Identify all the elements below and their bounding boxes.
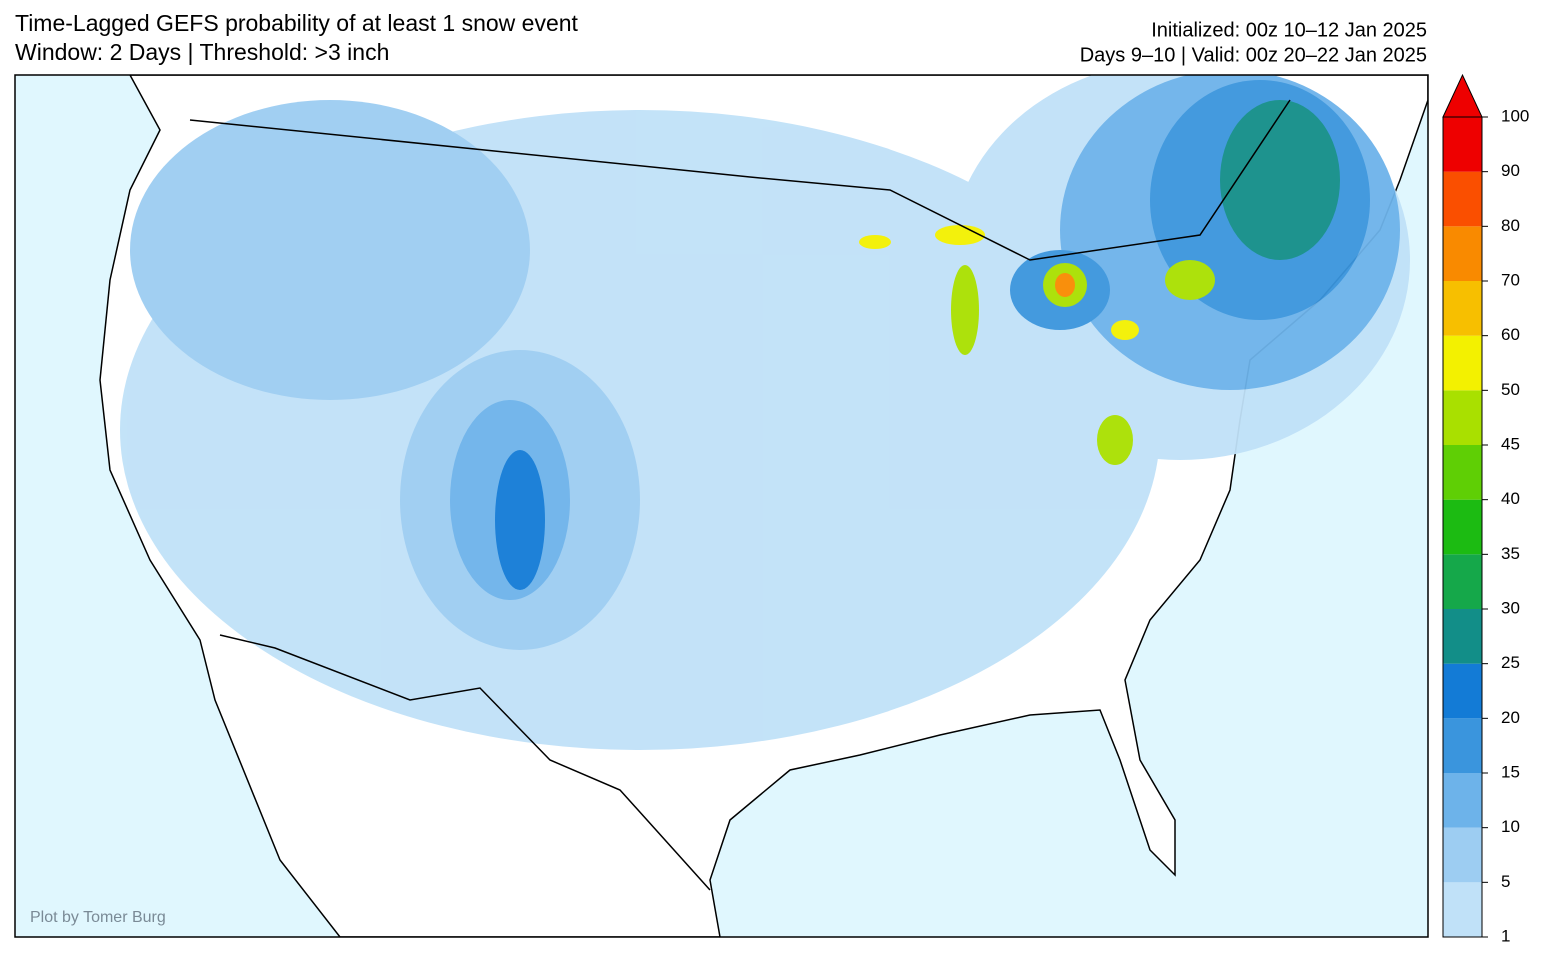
canada-border bbox=[189, 99, 1291, 261]
colorbar-segment bbox=[1443, 827, 1482, 883]
colorbar-segment bbox=[1443, 773, 1482, 828]
colorbar-extend bbox=[1442, 73, 1483, 118]
map-frame bbox=[14, 74, 1429, 938]
colorbar-tick-label: 60 bbox=[1501, 325, 1520, 344]
colorbar-segment bbox=[1443, 718, 1482, 773]
colorbar-tick-label: 15 bbox=[1501, 762, 1520, 781]
colorbar-segment bbox=[1443, 882, 1482, 937]
colorbar-segment bbox=[1443, 609, 1482, 664]
colorbar-segment bbox=[1443, 281, 1482, 336]
colorbar-tick-label: 35 bbox=[1501, 544, 1520, 563]
colorbar-outline bbox=[1442, 116, 1483, 938]
title: Time-Lagged GEFS probability of at least… bbox=[15, 10, 579, 36]
colorbar-tick-label: 5 bbox=[1501, 872, 1510, 891]
colorbar-segment bbox=[1443, 445, 1482, 500]
colorbar-tick-label: 90 bbox=[1501, 161, 1520, 180]
credit: Plot by Tomer Burg bbox=[30, 909, 166, 926]
init-time: Initialized: 00z 10–12 Jan 2025 bbox=[1151, 19, 1427, 41]
mexico-border bbox=[219, 634, 711, 891]
valid-time: Days 9–10 | Valid: 00z 20–22 Jan 2025 bbox=[1080, 44, 1427, 66]
colorbar-segment bbox=[1443, 226, 1482, 281]
colorbar-tick-label: 50 bbox=[1501, 380, 1520, 399]
colorbar-tick-label: 40 bbox=[1501, 489, 1520, 508]
colorbar-tick-label: 10 bbox=[1501, 817, 1520, 836]
map bbox=[15, 75, 1428, 937]
colorbar-segment bbox=[1443, 117, 1482, 172]
colorbar-tick-label: 1 bbox=[1501, 926, 1510, 945]
colorbar-segment bbox=[1443, 663, 1482, 719]
colorbar-segment bbox=[1443, 171, 1482, 227]
colorbar-segment bbox=[1443, 554, 1482, 609]
colorbar-tick-label: 70 bbox=[1501, 270, 1520, 289]
colorbar-tick-label: 100 bbox=[1501, 106, 1529, 125]
colorbar-segment bbox=[1443, 335, 1482, 391]
colorbar-tick-label: 80 bbox=[1501, 216, 1520, 235]
colorbar-tick-label: 20 bbox=[1501, 708, 1520, 727]
colorbar-tick-label: 25 bbox=[1501, 653, 1520, 672]
subtitle: Window: 2 Days | Threshold: >3 inch bbox=[15, 39, 389, 65]
colorbar-segment bbox=[1443, 390, 1482, 445]
colorbar-tick-label: 45 bbox=[1501, 434, 1520, 453]
colorbar-tick-label: 30 bbox=[1501, 598, 1520, 617]
probability-shading bbox=[120, 75, 1410, 750]
colorbar-segment bbox=[1443, 499, 1482, 555]
